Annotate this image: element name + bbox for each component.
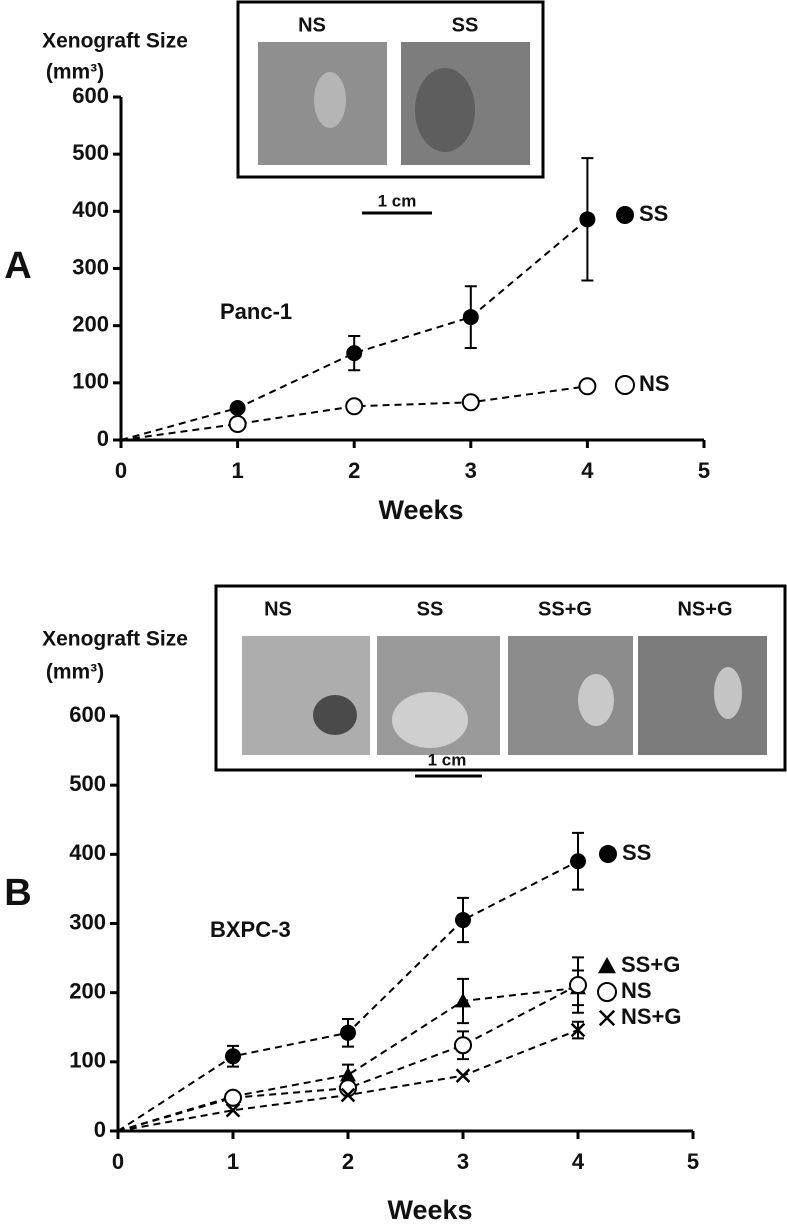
panel-label: B (4, 872, 31, 914)
legend-marker (598, 957, 616, 974)
legend-marker (597, 982, 617, 1002)
x-tick-label: 1 (227, 1149, 239, 1174)
x-tick-label: 5 (687, 1149, 699, 1174)
x-tick-label: 4 (581, 458, 594, 483)
x-tick-label: 2 (348, 458, 360, 483)
marker (340, 1024, 356, 1041)
inset-photo-detail (578, 674, 614, 726)
series-line (120, 218, 589, 441)
marker (570, 853, 586, 870)
x-tick-label: 0 (112, 1149, 124, 1174)
marker (455, 1068, 471, 1083)
series-line (117, 986, 579, 1132)
legend-marker (615, 375, 635, 395)
inset-photo-detail (314, 72, 346, 128)
x-tick-label: 2 (342, 1149, 354, 1174)
y-tick-label: 500 (72, 140, 109, 165)
marker (578, 377, 597, 396)
y-tick-label: 300 (72, 254, 109, 279)
inset-label: SS (452, 14, 479, 36)
y-tick-label: 200 (69, 978, 106, 1003)
legend-label: SS (639, 201, 668, 226)
annotation: Panc-1 (220, 299, 292, 324)
panel-label: A (4, 245, 31, 287)
marker (225, 1048, 241, 1065)
marker (579, 211, 596, 228)
x-axis-title: Weeks (387, 1195, 472, 1225)
y-tick-label: 0 (94, 1117, 106, 1142)
inset-photo (638, 636, 767, 755)
marker (224, 1088, 242, 1107)
y-tick-label: 600 (69, 702, 106, 727)
x-tick-label: 3 (457, 1149, 469, 1174)
legend-label: NS+G (621, 1004, 682, 1029)
marker (462, 309, 479, 326)
x-axis-title: Weeks (378, 495, 463, 525)
annotation: BXPC-3 (210, 917, 291, 942)
y-tick-label: 500 (69, 771, 106, 796)
y-axis-title: Xenograft Size (42, 628, 188, 651)
inset-label: NS (298, 14, 326, 36)
y-axis-unit: (mm³) (46, 61, 104, 84)
x-tick-label: 1 (231, 458, 243, 483)
y-tick-label: 0 (97, 426, 109, 451)
x-tick-label: 4 (572, 1149, 585, 1174)
x-tick-label: 3 (465, 458, 477, 483)
y-tick-label: 600 (72, 83, 109, 108)
legend-label: SS (622, 840, 651, 865)
legend-marker (599, 845, 617, 863)
marker (570, 1022, 586, 1038)
marker (346, 345, 363, 362)
marker (340, 1087, 356, 1103)
marker (340, 1066, 356, 1082)
inset-label: SS (417, 598, 444, 620)
marker (455, 912, 471, 929)
inset-label: NS (264, 598, 292, 620)
series-line (120, 385, 588, 441)
scale-label: 1 cm (428, 750, 467, 769)
legend-label: NS (639, 371, 670, 396)
x-tick-label: 5 (698, 458, 710, 483)
inset-photo-detail (392, 692, 468, 748)
marker (345, 397, 364, 416)
y-axis-title: Xenograft Size (42, 30, 188, 53)
marker (225, 1102, 241, 1118)
inset-label: NS+G (677, 598, 732, 620)
legend-label: NS (621, 978, 652, 1003)
inset-photo (242, 636, 370, 755)
marker (229, 399, 246, 416)
marker (569, 976, 587, 995)
y-tick-label: 100 (72, 369, 109, 394)
y-tick-label: 400 (69, 840, 106, 865)
y-tick-label: 300 (69, 909, 106, 934)
y-tick-label: 100 (69, 1048, 106, 1073)
inset-photo (508, 636, 633, 755)
marker (228, 414, 247, 433)
inset-photo-detail (714, 667, 742, 719)
y-axis-unit: (mm³) (46, 661, 104, 684)
legend-marker (598, 1009, 616, 1027)
inset-photo-detail (313, 695, 357, 735)
y-tick-label: 400 (72, 197, 109, 222)
legend-marker (616, 206, 634, 224)
scale-label: 1 cm (378, 191, 417, 210)
marker (454, 1036, 472, 1055)
x-tick-label: 0 (115, 458, 127, 483)
series-line (117, 984, 579, 1132)
y-tick-label: 200 (72, 311, 109, 336)
inset-photo-detail (415, 68, 475, 152)
marker (455, 992, 471, 1008)
legend-label: SS+G (621, 952, 680, 977)
marker (461, 393, 480, 412)
inset-label: SS+G (538, 598, 592, 620)
